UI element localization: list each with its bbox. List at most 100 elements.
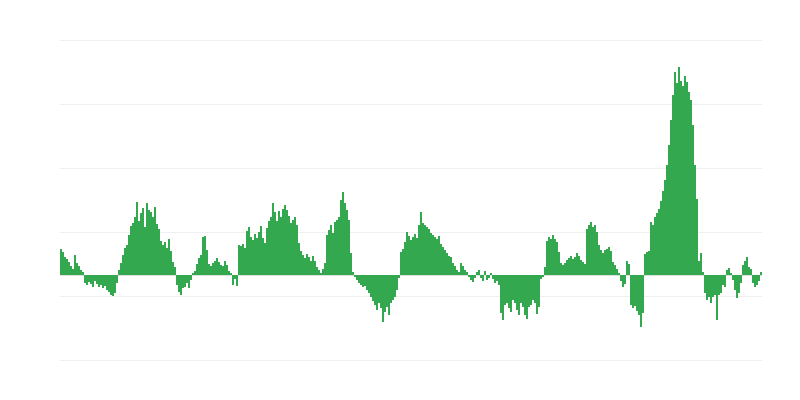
bar [62, 251, 64, 275]
bar [456, 269, 458, 275]
bar [366, 274, 368, 290]
bar [486, 274, 488, 280]
bar [124, 247, 126, 275]
bar [220, 264, 222, 275]
bar [348, 219, 350, 275]
bar [102, 274, 104, 288]
bar [174, 266, 176, 275]
bar [112, 274, 114, 296]
bar [616, 268, 618, 275]
bar [744, 260, 746, 275]
bar [704, 274, 706, 293]
bar [78, 265, 80, 275]
bar [88, 274, 90, 282]
bar [140, 212, 142, 275]
gridline [60, 360, 762, 361]
bar [754, 274, 756, 287]
bar [598, 244, 600, 275]
bar [626, 260, 628, 275]
bar [406, 231, 408, 275]
bar [312, 255, 314, 275]
bar [638, 274, 640, 315]
bar [152, 216, 154, 275]
bar [282, 208, 284, 275]
bar [630, 274, 632, 305]
bar [66, 258, 68, 275]
bar [408, 235, 410, 275]
bar [332, 232, 334, 275]
bar [440, 243, 442, 275]
bar [372, 274, 374, 301]
bar [646, 251, 648, 275]
bar [264, 242, 266, 275]
bar [374, 274, 376, 305]
bar [182, 274, 184, 288]
bar [452, 262, 454, 275]
bar [464, 269, 466, 275]
bar [342, 191, 344, 275]
bar [740, 274, 742, 283]
bar [508, 274, 510, 308]
bar [116, 274, 118, 283]
bar [472, 274, 474, 282]
bar [206, 249, 208, 275]
bar [402, 248, 404, 275]
bar [752, 274, 754, 283]
bar [196, 263, 198, 275]
bar [706, 274, 708, 300]
bar [668, 144, 670, 275]
bar [288, 215, 290, 275]
bar [514, 274, 516, 303]
bar [216, 257, 218, 275]
bar [346, 209, 348, 275]
bar [354, 274, 356, 277]
bar [328, 229, 330, 275]
bar [256, 237, 258, 275]
bar [380, 274, 382, 308]
bar [296, 224, 298, 275]
bar [526, 274, 528, 319]
bar [420, 211, 422, 275]
bar [608, 246, 610, 275]
bar [610, 250, 612, 275]
bar [76, 262, 78, 275]
bar [94, 274, 96, 281]
bar [690, 99, 692, 275]
bar [248, 226, 250, 275]
bar [352, 271, 354, 275]
bar [180, 274, 182, 295]
bar [80, 269, 82, 275]
bar [580, 259, 582, 275]
bar [430, 232, 432, 275]
bar [702, 271, 704, 275]
bar [742, 264, 744, 275]
bar [722, 274, 724, 285]
bar [222, 265, 224, 275]
bar [468, 274, 470, 277]
bar [624, 274, 626, 284]
bar [658, 208, 660, 275]
bar [556, 241, 558, 275]
bar [568, 257, 570, 275]
bar [600, 249, 602, 275]
bar [484, 270, 486, 275]
bar [172, 261, 174, 275]
bar [620, 274, 622, 281]
bar [290, 222, 292, 275]
bar [542, 274, 544, 277]
bar [110, 274, 112, 295]
bar [520, 274, 522, 303]
bar [490, 272, 492, 275]
bar [552, 234, 554, 275]
bar [376, 274, 378, 310]
bar [634, 274, 636, 306]
bar [632, 274, 634, 308]
bar [618, 272, 620, 275]
bar [390, 274, 392, 303]
bar [492, 274, 494, 279]
bar [250, 236, 252, 275]
bar [400, 251, 402, 275]
bar [162, 244, 164, 275]
bar [684, 75, 686, 275]
bar [578, 255, 580, 275]
